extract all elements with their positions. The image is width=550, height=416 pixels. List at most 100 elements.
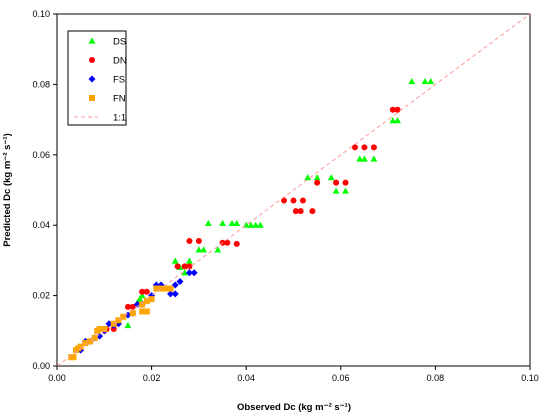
data-point-ds-16 (233, 219, 241, 227)
data-point-ds-1 (421, 77, 429, 85)
data-point-fn-5 (153, 285, 160, 292)
series-line-one-to-one (56, 13, 531, 367)
data-point-ds-11 (304, 174, 312, 181)
data-point-dn-25 (124, 303, 131, 310)
data-point-fn-11 (115, 317, 122, 324)
data-point-fn-8 (167, 285, 174, 292)
data-point-fn-23 (68, 354, 75, 361)
legend-label-ds: DS (113, 37, 126, 48)
x-tick-label: 0.06 (332, 373, 350, 383)
data-point-ds-3 (389, 117, 397, 124)
data-point-dn-1 (394, 106, 401, 113)
data-point-ds-7 (370, 155, 378, 162)
y-tick-label: 0.00 (32, 361, 50, 371)
data-point-fn-7 (162, 285, 169, 292)
legend-box (67, 30, 127, 126)
data-point-fn-15 (94, 327, 101, 334)
x-axis-title: Observed Dc (kg m⁻² s⁻¹) (237, 402, 351, 413)
data-point-ds-25 (186, 257, 193, 264)
legend-swatch-ds (88, 37, 96, 44)
data-point-ds-29 (138, 292, 146, 299)
data-point-dn-5 (333, 179, 340, 186)
data-point-dn-15 (195, 238, 202, 245)
data-point-dn-19 (174, 263, 181, 270)
data-point-ds-5 (356, 155, 364, 162)
data-point-ds-19 (252, 221, 260, 228)
data-point-ds-12 (313, 174, 321, 181)
data-point-fs-2 (176, 278, 184, 286)
data-point-ds-6 (361, 155, 368, 162)
axes: 0.00 0.02 0.04 0.06 0.08 0.10 0.00 0.02 0.04 0.06… (32, 9, 538, 383)
data-point-fs-1 (185, 269, 193, 277)
data-point-dn-22 (139, 288, 146, 295)
data-point-ds-13 (204, 219, 212, 227)
data-point-fn-18 (82, 340, 89, 347)
data-point-ds-9 (332, 187, 340, 194)
data-point-ds-8 (327, 174, 335, 181)
data-point-dn-23 (143, 288, 150, 295)
data-point-ds-2 (427, 77, 435, 85)
data-point-ds-10 (342, 187, 349, 194)
data-point-dn-13 (309, 208, 316, 215)
data-point-ds-4 (394, 117, 401, 124)
y-tick-label: 0.02 (32, 291, 50, 301)
legend-swatch-fn (89, 95, 95, 101)
y-tick-label: 0.06 (32, 150, 50, 160)
data-point-ds-23 (214, 246, 222, 253)
data-point-dn-26 (110, 326, 117, 333)
legend-label-fn: FN (113, 94, 126, 105)
data-marks (56, 13, 531, 367)
data-point-dn-0 (389, 106, 396, 113)
data-point-fs-4 (167, 290, 175, 298)
data-point-fn-10 (120, 313, 127, 320)
data-point-fn-4 (143, 308, 150, 315)
data-point-fn-1 (143, 297, 150, 304)
legend-label-dn: DN (113, 56, 127, 67)
data-point-dn-14 (186, 238, 193, 245)
legend: DS DN FS FN 1:1 (67, 30, 127, 126)
data-point-dn-2 (351, 144, 358, 151)
data-point-dn-3 (361, 144, 368, 151)
data-point-ds-30 (136, 295, 144, 302)
legend-label-one-to-one: 1:1 (113, 113, 126, 124)
data-point-dn-21 (186, 263, 193, 270)
data-point-dn-6 (342, 179, 349, 186)
data-point-ds-22 (200, 246, 208, 253)
data-point-ds-0 (408, 77, 416, 85)
data-point-ds-27 (181, 269, 189, 276)
y-tick-label: 0.08 (32, 79, 50, 89)
data-point-dn-17 (224, 239, 231, 246)
data-point-fs-5 (171, 290, 179, 298)
data-point-ds-20 (256, 221, 264, 228)
x-tick-label: 0.10 (521, 373, 539, 383)
data-point-fn-21 (72, 347, 79, 354)
y-tick-label: 0.04 (32, 220, 50, 230)
data-point-ds-15 (228, 219, 236, 227)
data-point-fn-0 (148, 296, 155, 303)
legend-label-fs: FS (113, 75, 125, 86)
data-point-fn-9 (129, 310, 136, 317)
data-point-dn-8 (281, 197, 288, 204)
data-point-fn-3 (139, 308, 146, 315)
legend-swatch-dn (89, 57, 95, 63)
x-tick-label: 0.00 (48, 373, 66, 383)
data-point-ds-32 (124, 321, 132, 329)
data-point-fn-16 (91, 334, 98, 341)
data-point-dn-20 (181, 263, 188, 270)
data-point-dn-7 (314, 179, 321, 186)
data-point-dn-18 (233, 240, 240, 247)
x-tick-label: 0.04 (237, 373, 255, 383)
data-point-ds-21 (195, 246, 203, 253)
data-point-dn-10 (299, 197, 306, 204)
data-point-fn-2 (139, 301, 146, 308)
data-point-fs-0 (190, 269, 198, 277)
y-axis-title: Predicted Dc (kg m⁻² s⁻¹) (2, 133, 13, 247)
data-point-dn-11 (292, 208, 299, 215)
legend-swatch-fs (88, 75, 96, 83)
x-tick-label: 0.08 (427, 373, 445, 383)
data-point-ds-24 (171, 257, 179, 264)
data-point-ds-18 (247, 221, 255, 228)
data-point-dn-24 (129, 303, 136, 310)
